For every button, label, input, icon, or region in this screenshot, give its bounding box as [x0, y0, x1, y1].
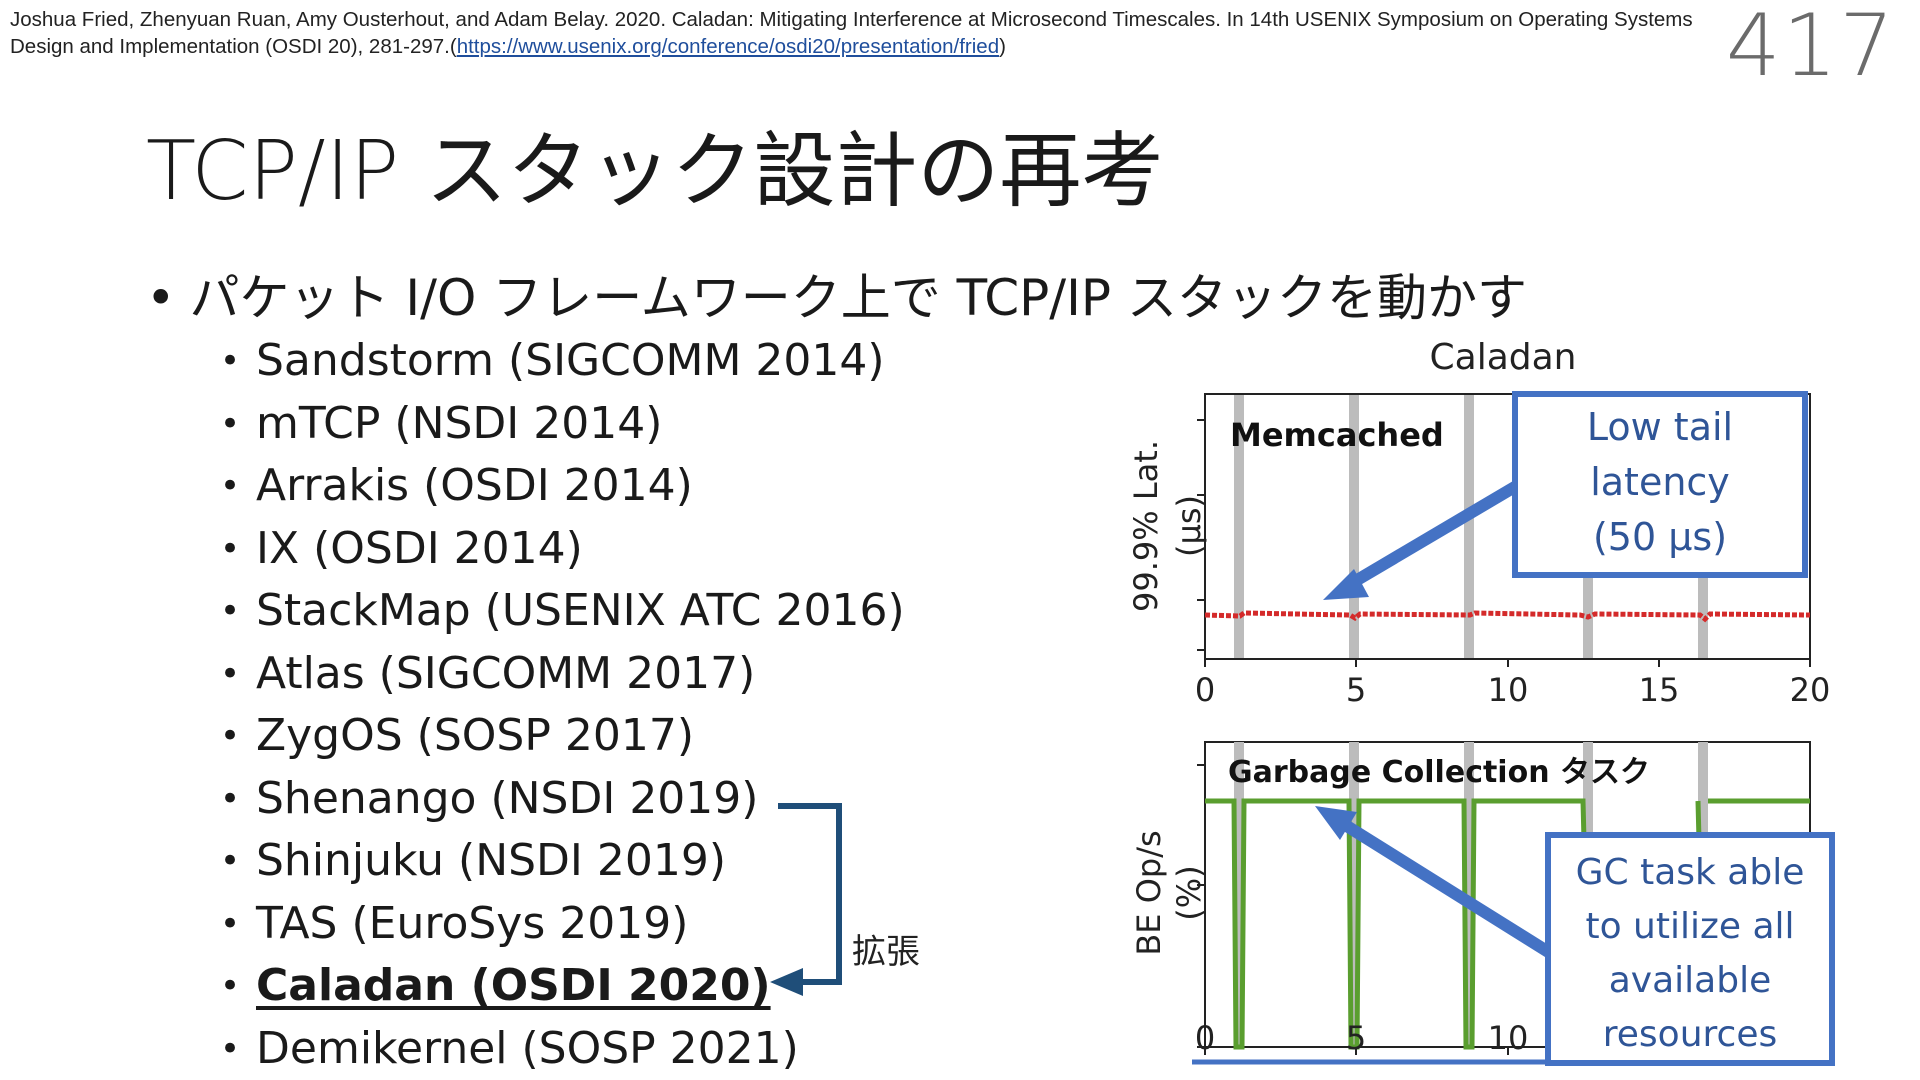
bottom-ylabel-line2: (%) [1170, 865, 1208, 920]
bullet-dot-icon: • [220, 653, 241, 694]
x-tick-label: 0 [1195, 671, 1215, 709]
main-bullet-text: パケット I/O フレームワーク上で TCP/IP スタックを動かす [189, 269, 1527, 327]
callout-arrow-line [1343, 479, 1522, 592]
top-ylabel-line2: (μs) [1170, 495, 1208, 557]
list-item-text: mTCP (NSDI 2014) [256, 397, 663, 449]
gc-label: Garbage Collection タスク [1228, 755, 1650, 790]
callout-line: resources [1603, 1014, 1777, 1055]
top-ylabel-line1: 99.9% Lat. [1127, 440, 1165, 612]
bottom-x-ticks [1204, 1047, 1509, 1055]
list-item: • Atlas (SIGCOMM 2017) [220, 643, 905, 706]
citation: Joshua Fried, Zhenyuan Ruan, Amy Ousterh… [10, 6, 1730, 60]
bottom-y-ticks [1197, 764, 1205, 1048]
bottom-panel: Garbage Collection タスク BE Op/s (%) 0 5 1… [1130, 741, 1811, 1065]
list-item-text: Sandstorm (SIGCOMM 2014) [256, 335, 885, 386]
list-item-text: Demikernel (SOSP 2021) [256, 1022, 799, 1074]
callout-arrow-icon [1315, 806, 1357, 840]
callout-line: to utilize all [1585, 906, 1794, 947]
bullet-dot-icon: • [220, 1028, 241, 1069]
list-item-text: StackMap (USENIX ATC 2016) [256, 585, 905, 636]
list-item: • ZygOS (SOSP 2017) [220, 705, 905, 768]
gc-callout: GC task able to utilize all available re… [1315, 806, 1835, 1066]
list-item: • Arrakis (OSDI 2014) [220, 455, 905, 518]
citation-link[interactable]: https://www.usenix.org/conference/osdi20… [456, 35, 1000, 58]
x-tick-label: 15 [1639, 671, 1680, 709]
list-item: • StackMap (USENIX ATC 2016) [220, 580, 905, 643]
gc-callout-box [1545, 832, 1835, 1066]
list-item: • TAS (EuroSys 2019) [220, 893, 905, 956]
x-tick-label: 0 [1195, 1019, 1215, 1057]
list-item-highlighted: • Caladan (OSDI 2020) [220, 955, 905, 1018]
bullet-dot-icon: • [220, 841, 241, 881]
bullet-dot-icon: • [220, 778, 241, 819]
list-item-text: Shenango (NSDI 2019) [256, 772, 759, 824]
memcached-label: Memcached [1230, 416, 1444, 454]
callout-arrow-line [1338, 817, 1554, 959]
bullet-dot-icon: • [220, 403, 241, 444]
callout-line: Low tail [1587, 405, 1733, 449]
bullet-dot-icon: • [220, 716, 241, 756]
list-item-text: ZygOS (SOSP 2017) [256, 710, 694, 761]
latency-series-line [1204, 610, 1811, 623]
bullet-dot-icon: • [220, 591, 241, 631]
list-item-text: IX (OSDI 2014) [256, 522, 583, 574]
callout-line: latency [1590, 460, 1730, 504]
callout-line: (50 μs) [1593, 515, 1727, 559]
list-item-text: Arrakis (OSDI 2014) [256, 460, 693, 511]
bullet-dot-icon: • [220, 528, 241, 569]
bullet-dot-icon: • [220, 966, 241, 1006]
bullet-dot-icon: • [146, 269, 176, 327]
citation-close: ) [999, 35, 1006, 58]
top-x-ticks [1204, 659, 1811, 667]
list-item: • Shenango (NSDI 2019) [220, 768, 905, 831]
latency-callout-box [1512, 391, 1808, 578]
list-item-text: Shinjuku (NSDI 2019) [256, 835, 727, 886]
list-item: • mTCP (NSDI 2014) [220, 393, 905, 456]
figure-title: Caladan [1430, 337, 1577, 378]
x-tick-label: 5 [1346, 1019, 1366, 1057]
reference-list: • Sandstorm (SIGCOMM 2014) • mTCP (NSDI 20… [220, 330, 905, 1080]
list-item-text: Atlas (SIGCOMM 2017) [256, 647, 756, 699]
callout-line: available [1609, 960, 1772, 1001]
callout-arrow-icon [1323, 569, 1369, 600]
extension-label: 拡張 [852, 932, 920, 972]
bullet-dot-icon: • [220, 466, 241, 506]
caladan-figure: Caladan Memcached 99.9% Lat. (μs) 0 5 10… [1127, 337, 1835, 1066]
x-tick-label: 20 [1790, 671, 1831, 709]
list-item: • Sandstorm (SIGCOMM 2014) [220, 330, 905, 393]
latency-callout: Low tail latency (50 μs) [1323, 391, 1808, 600]
page-number: 417 [1725, 0, 1896, 96]
slide-title: TCP/IP スタック設計の再考 [146, 124, 1164, 219]
list-item: • IX (OSDI 2014) [220, 518, 905, 581]
top-y-ticks [1197, 419, 1205, 651]
bottom-ylabel-line1: BE Op/s [1130, 830, 1168, 955]
callout-line: GC task able [1576, 852, 1805, 893]
x-tick-label: 10 [1488, 1019, 1529, 1057]
x-tick-label: 5 [1346, 671, 1366, 709]
list-item: • Demikernel (SOSP 2021) [220, 1018, 905, 1080]
bullet-dot-icon: • [220, 341, 241, 381]
citation-text: Joshua Fried, Zhenyuan Ruan, Amy Ousterh… [10, 8, 1693, 58]
main-bullet: • パケット I/O フレームワーク上で TCP/IP スタックを動かす [146, 258, 1527, 330]
bullet-dot-icon: • [220, 903, 241, 944]
x-tick-label: 10 [1488, 671, 1529, 709]
list-item-text: TAS (EuroSys 2019) [256, 897, 689, 949]
list-item-text: Caladan (OSDI 2020) [256, 960, 771, 1011]
list-item: • Shinjuku (NSDI 2019) [220, 830, 905, 893]
top-panel: Memcached 99.9% Lat. (μs) 0 5 10 15 20 [1127, 393, 1831, 709]
gc-bands-bottom [1234, 742, 1708, 1047]
